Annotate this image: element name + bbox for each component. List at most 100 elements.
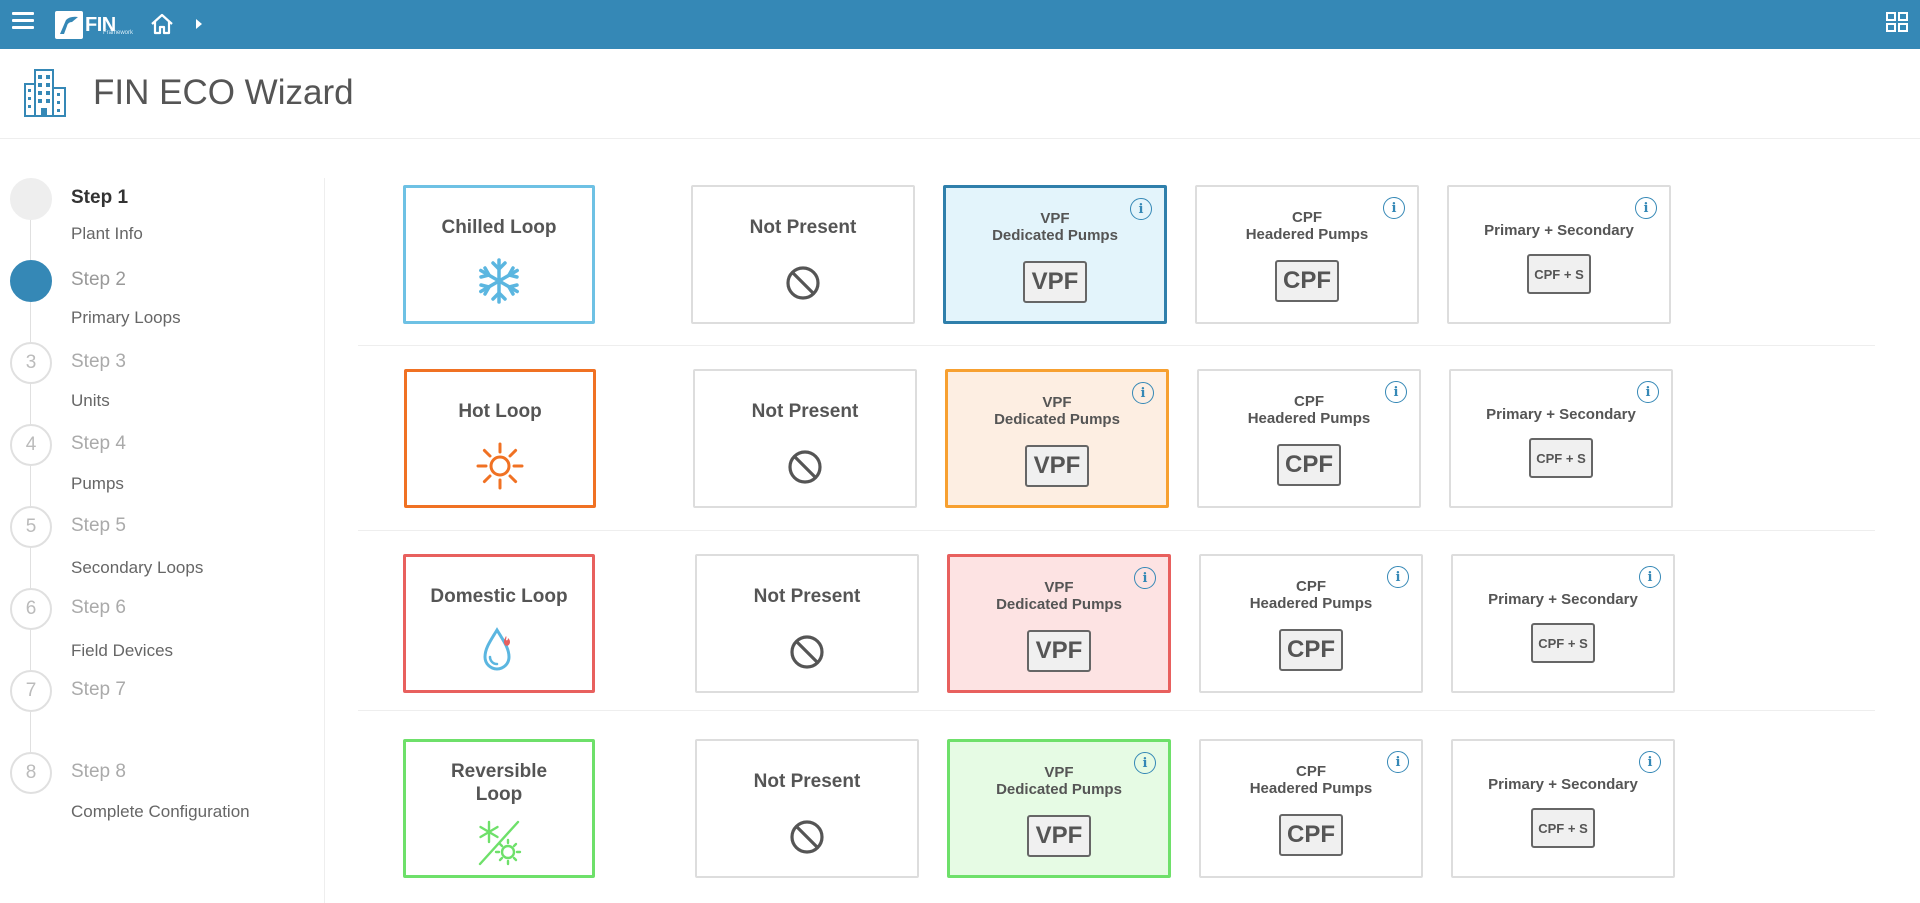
home-icon[interactable] (149, 11, 175, 37)
step-4[interactable]: 4 Step 4 (10, 424, 310, 466)
option-primary-secondary[interactable]: i Primary + Secondary CPF + S (1451, 739, 1675, 878)
vpf-line1: VPF (1044, 579, 1074, 596)
cpf-line2: Headered Pumps (1245, 226, 1369, 243)
option-vpf-selected[interactable]: i VPF Dedicated Pumps VPF (947, 554, 1171, 693)
loop-label: Domestic Loop (430, 586, 568, 607)
option-not-present[interactable]: Not Present (693, 369, 917, 508)
vpf-line1: VPF (1044, 764, 1074, 781)
option-vpf-selected[interactable]: i VPF Dedicated Pumps VPF (943, 185, 1167, 324)
info-icon[interactable]: i (1387, 566, 1409, 588)
option-not-present[interactable]: Not Present (695, 739, 919, 878)
vpf-badge: VPF (1027, 815, 1091, 857)
step-8[interactable]: 8 Step 8 (10, 752, 310, 794)
ps-badge: CPF + S (1531, 808, 1595, 848)
ps-label: Primary + Secondary (1486, 406, 1636, 423)
loop-label-line1: Reversible (450, 761, 548, 782)
step-8-subtitle: Complete Configuration (71, 802, 250, 821)
option-cpf[interactable]: i CPF Headered Pumps CPF (1195, 185, 1419, 324)
step-6[interactable]: 6 Step 6 (10, 588, 310, 630)
step-connector (30, 548, 31, 588)
step-2-title: Step 2 (71, 269, 126, 290)
vpf-label: VPF Dedicated Pumps (950, 579, 1168, 613)
reversible-icon (478, 820, 522, 866)
step-7[interactable]: 7 Step 7 (10, 670, 310, 712)
hamburger-menu-icon[interactable] (12, 12, 34, 30)
info-icon[interactable]: i (1637, 381, 1659, 403)
cpf-label: CPF Headered Pumps (1199, 393, 1419, 427)
breadcrumb-arrow-icon[interactable] (196, 19, 202, 29)
prohibited-icon (790, 820, 824, 854)
wizard-stepper: Step 1 Plant Info Step 2 Primary Loops 3… (0, 178, 325, 903)
info-icon[interactable]: i (1134, 752, 1156, 774)
info-icon[interactable]: i (1639, 566, 1661, 588)
step-2-indicator (10, 260, 52, 302)
option-primary-secondary[interactable]: i Primary + Secondary CPF + S (1447, 185, 1671, 324)
option-vpf-selected[interactable]: i VPF Dedicated Pumps VPF (947, 739, 1171, 878)
option-cpf[interactable]: i CPF Headered Pumps CPF (1199, 739, 1423, 878)
vpf-badge: VPF (1025, 445, 1089, 487)
not-present-label: Not Present (751, 401, 859, 422)
step-8-indicator: 8 (10, 752, 52, 794)
cpf-line2: Headered Pumps (1249, 780, 1373, 797)
info-icon[interactable]: i (1130, 198, 1152, 220)
info-icon[interactable]: i (1383, 197, 1405, 219)
cpf-label: CPF Headered Pumps (1197, 209, 1417, 243)
ps-label: Primary + Secondary (1484, 222, 1634, 239)
vpf-badge: VPF (1023, 261, 1087, 303)
row-divider (358, 345, 1875, 346)
step-6-title: Step 6 (71, 597, 126, 618)
row-divider (358, 530, 1875, 531)
info-icon[interactable]: i (1387, 751, 1409, 773)
cpf-line2: Headered Pumps (1249, 595, 1373, 612)
vpf-badge: VPF (1027, 630, 1091, 672)
option-cpf[interactable]: i CPF Headered Pumps CPF (1199, 554, 1423, 693)
step-3-indicator: 3 (10, 342, 52, 384)
step-4-subtitle: Pumps (71, 474, 124, 493)
step-3[interactable]: 3 Step 3 (10, 342, 310, 384)
step-5-subtitle: Secondary Loops (71, 558, 204, 577)
cpf-line1: CPF (1292, 209, 1322, 226)
step-5-indicator: 5 (10, 506, 52, 548)
fin-logo[interactable]: FIN Framework (55, 10, 133, 39)
ps-label: Primary + Secondary (1488, 591, 1638, 608)
not-present-label: Not Present (753, 586, 861, 607)
vpf-line1: VPF (1042, 394, 1072, 411)
cpf-badge: CPF (1279, 629, 1343, 671)
info-icon[interactable]: i (1385, 381, 1407, 403)
vpf-label: VPF Dedicated Pumps (950, 764, 1168, 798)
step-1[interactable]: Step 1 (10, 178, 310, 220)
loop-card-reversible[interactable]: Reversible Loop (403, 739, 595, 878)
step-connector (30, 466, 31, 506)
info-icon[interactable]: i (1134, 567, 1156, 589)
water-drop-flame-icon (483, 627, 511, 671)
step-1-indicator (10, 178, 52, 220)
step-3-subtitle: Units (71, 391, 110, 410)
info-icon[interactable]: i (1132, 382, 1154, 404)
option-primary-secondary[interactable]: i Primary + Secondary CPF + S (1451, 554, 1675, 693)
vpf-label: VPF Dedicated Pumps (948, 394, 1166, 428)
step-5[interactable]: 5 Step 5 (10, 506, 310, 548)
option-vpf-selected[interactable]: i VPF Dedicated Pumps VPF (945, 369, 1169, 508)
info-icon[interactable]: i (1635, 197, 1657, 219)
option-cpf[interactable]: i CPF Headered Pumps CPF (1197, 369, 1421, 508)
row-divider (358, 710, 1875, 711)
step-2[interactable]: Step 2 (10, 260, 310, 302)
option-not-present[interactable]: Not Present (695, 554, 919, 693)
info-icon[interactable]: i (1639, 751, 1661, 773)
loop-card-hot[interactable]: Hot Loop (404, 369, 596, 508)
ps-badge: CPF + S (1527, 254, 1591, 294)
vpf-line1: VPF (1040, 210, 1070, 227)
step-7-title: Step 7 (71, 679, 126, 700)
loop-card-chilled[interactable]: Chilled Loop (403, 185, 595, 324)
step-6-subtitle: Field Devices (71, 641, 174, 660)
vpf-line2: Dedicated Pumps (992, 227, 1118, 244)
page-title: FIN ECO Wizard (93, 73, 354, 112)
option-primary-secondary[interactable]: i Primary + Secondary CPF + S (1449, 369, 1673, 508)
loop-card-domestic[interactable]: Domestic Loop (403, 554, 595, 693)
fin-logo-mark (55, 10, 83, 39)
apps-grid-icon[interactable] (1886, 12, 1908, 32)
loop-label-line2: Loop (475, 784, 523, 805)
cpf-line1: CPF (1296, 763, 1326, 780)
loop-label: Hot Loop (458, 401, 542, 422)
option-not-present[interactable]: Not Present (691, 185, 915, 324)
